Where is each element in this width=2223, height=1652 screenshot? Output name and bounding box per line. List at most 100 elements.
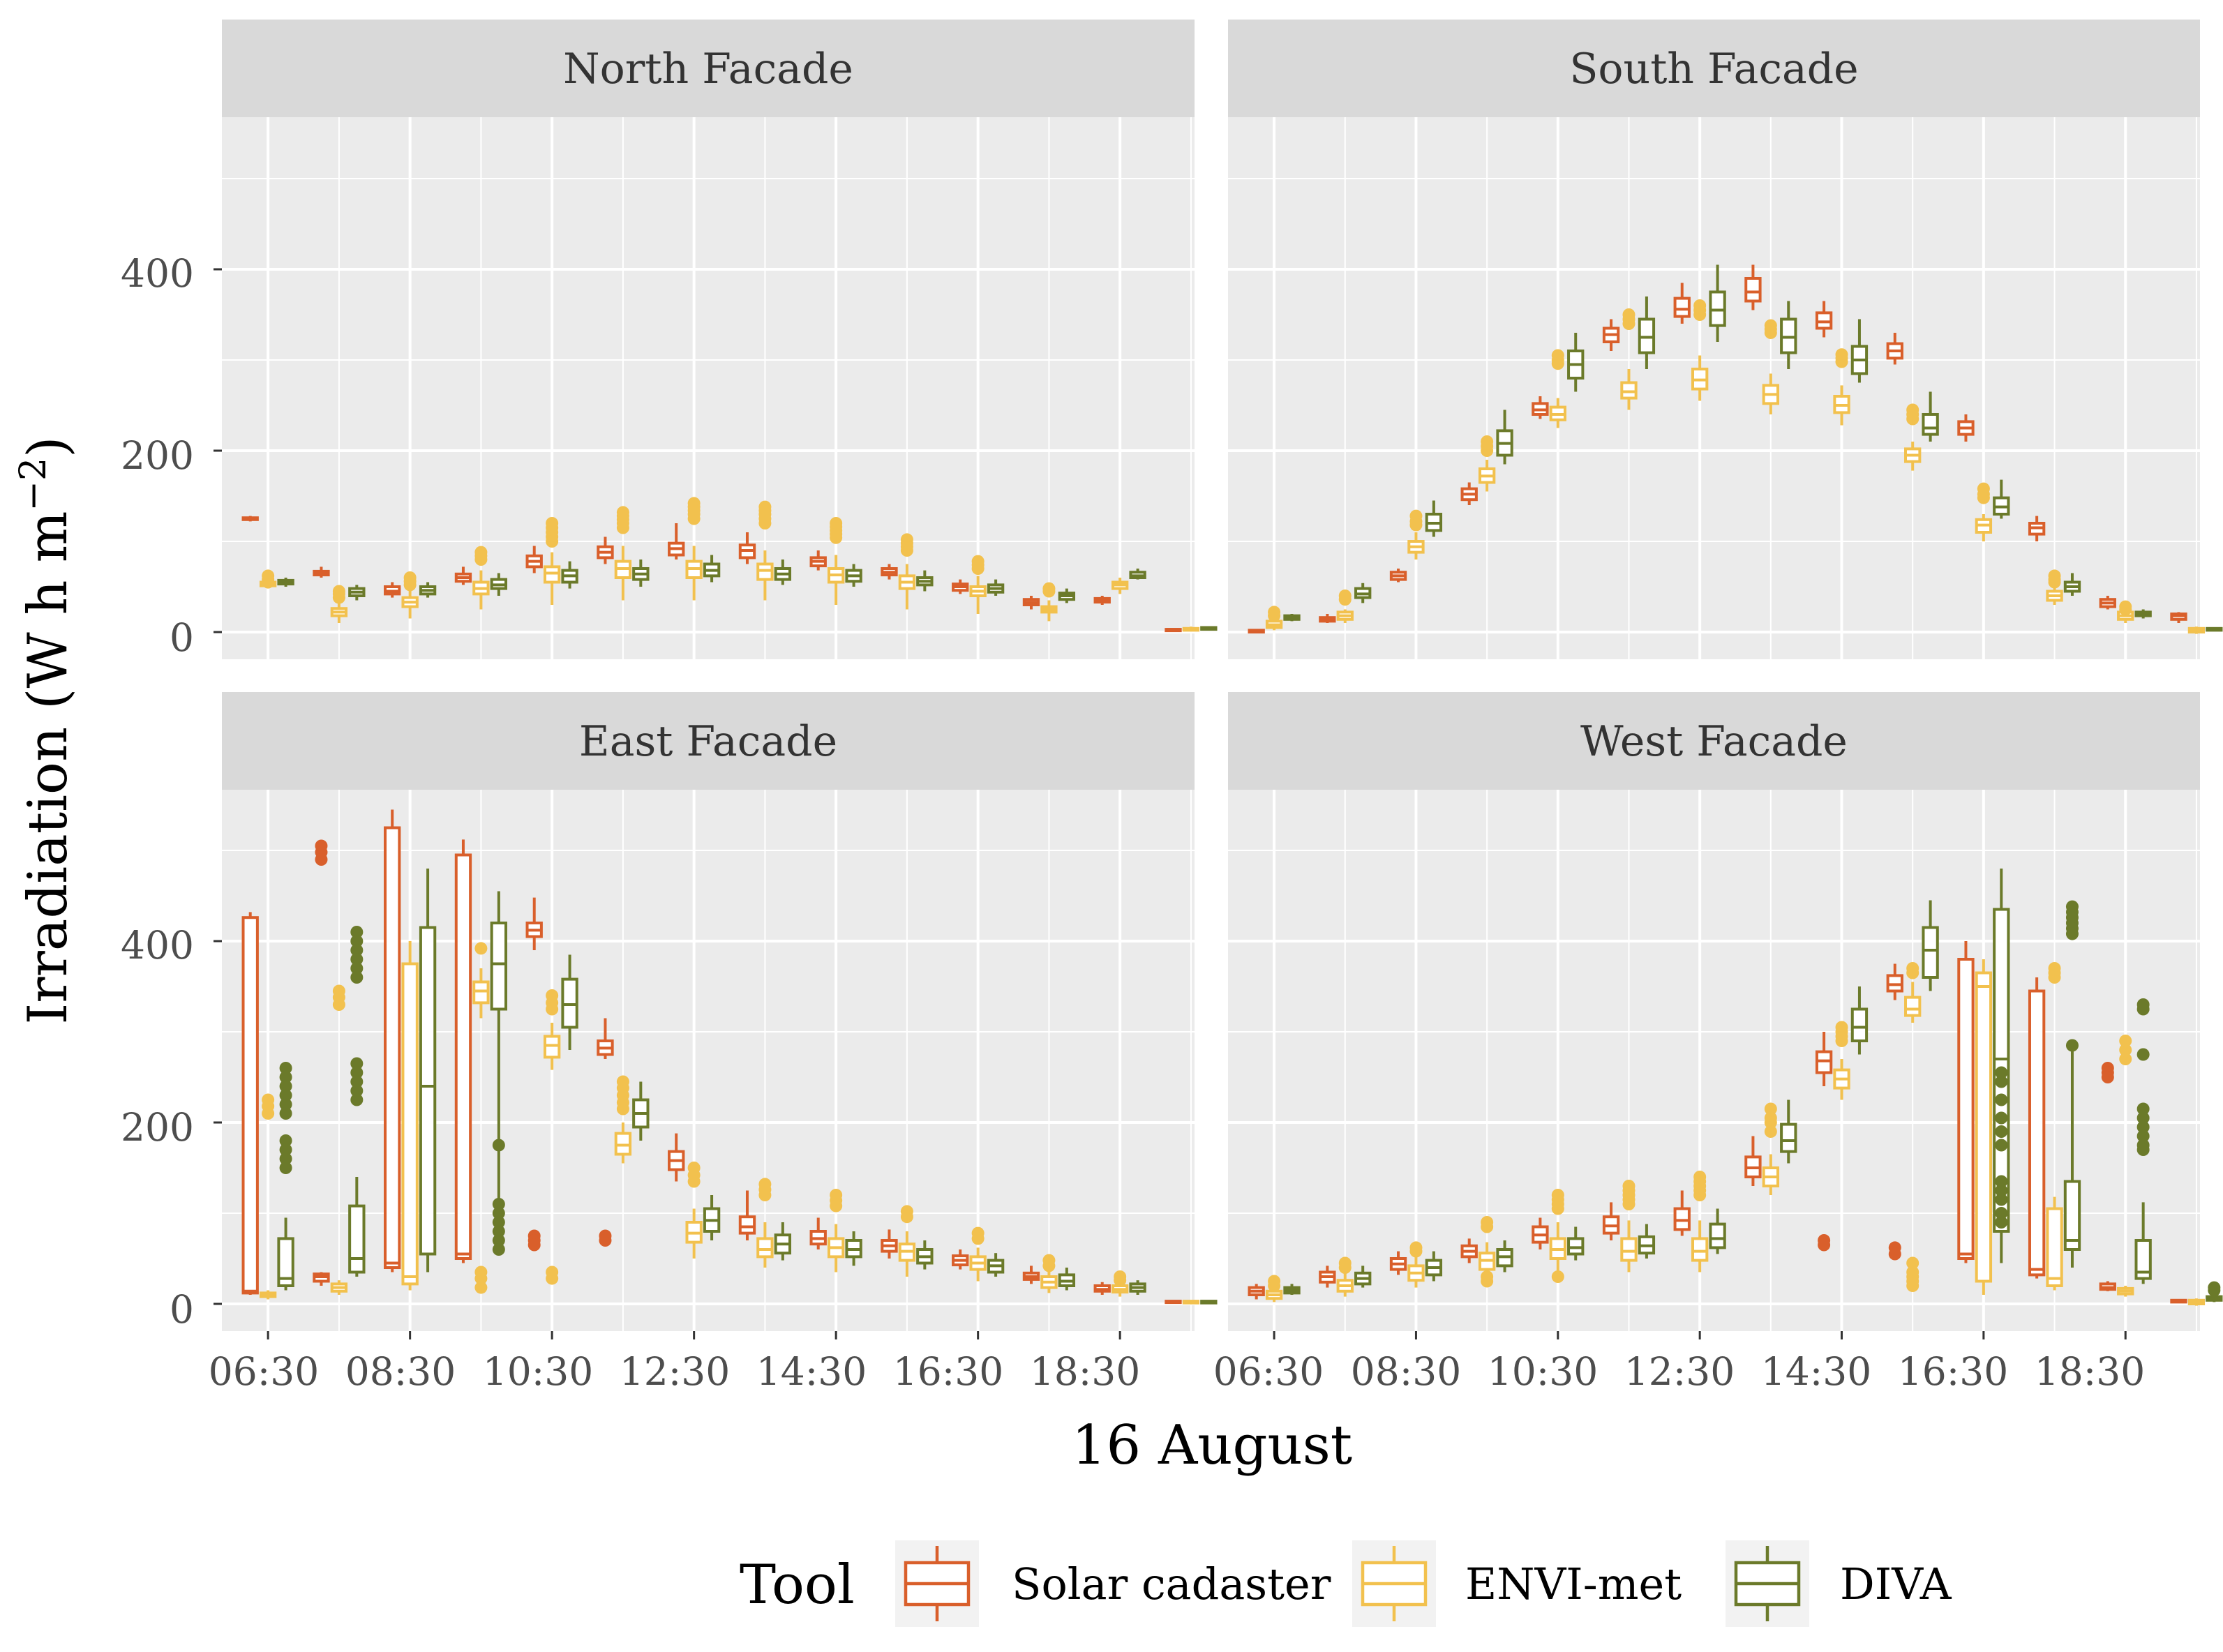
outlier-point [1888, 1247, 1901, 1261]
box-envi-met-1830 [2117, 600, 2134, 623]
outlier-point [1835, 355, 1848, 368]
outlier-point [492, 1139, 505, 1152]
box-body [1780, 1122, 1797, 1153]
box-diva-1530 [1922, 391, 1939, 442]
box-diva-1430 [1850, 319, 1869, 383]
box-envi-met-1430 [1833, 348, 1850, 426]
box-envi-met-0830 [1407, 509, 1425, 560]
box-solar-cadaster-0730 [313, 839, 330, 1286]
outlier-point [350, 944, 364, 956]
box-diva-1730 [1058, 1268, 1076, 1291]
outlier-point [758, 517, 772, 530]
outlier-point [492, 1225, 505, 1238]
box-envi-met-1730 [2046, 962, 2063, 1291]
outlier-point [2048, 576, 2061, 589]
box-body [2046, 1207, 2063, 1287]
box-diva-0930 [1496, 410, 1513, 465]
box-diva-1130 [632, 560, 650, 587]
outlier-point [1268, 609, 1281, 622]
box-diva-0630 [277, 578, 294, 587]
box-body [2063, 1180, 2081, 1251]
box-body [1904, 996, 1922, 1017]
box-solar-cadaster-1230 [668, 1133, 685, 1182]
legend-title: Tool [740, 1554, 855, 1616]
legend-label-diva: DIVA [1840, 1559, 1952, 1609]
outlier-point [900, 544, 913, 557]
outlier-point [279, 1098, 292, 1111]
outlier-point [2119, 603, 2132, 616]
box-envi-met-0630 [259, 569, 277, 589]
box-solar-cadaster-1630 [952, 1249, 969, 1270]
outlier-point [1409, 1245, 1423, 1258]
box-diva-1630 [1993, 479, 2010, 519]
box-solar-cadaster-0630 [1248, 629, 1265, 634]
box-body [401, 962, 419, 1286]
outlier-point [492, 1243, 505, 1256]
outlier-point [1995, 1184, 2008, 1197]
box-diva-1830 [1129, 569, 1146, 580]
box-solar-cadaster-1930 [2170, 1298, 2187, 1304]
box-body [1673, 296, 1691, 318]
box-envi-met-1930 [1182, 1300, 1200, 1305]
box-envi-met-1430 [1833, 1021, 1850, 1100]
outlier-point [971, 562, 985, 575]
box-solar-cadaster-1030 [525, 546, 543, 573]
box-envi-met-0730 [1336, 590, 1354, 623]
box-diva-0730 [1354, 1266, 1372, 1288]
box-diva-1130 [632, 1081, 650, 1141]
box-solar-cadaster-1130 [597, 1018, 614, 1247]
facet-panels: North Facade South Facade East Facade West … [214, 20, 2223, 1339]
box-diva-0630 [1283, 1284, 1301, 1295]
box-solar-cadaster-1530 [881, 564, 898, 580]
outlier-point [279, 1062, 292, 1074]
outlier-point [279, 1089, 292, 1102]
outlier-point [1995, 1093, 2008, 1106]
box-diva-1930 [2206, 1281, 2223, 1302]
outlier-point [1551, 357, 1564, 370]
box-diva-0730 [1354, 583, 1372, 603]
outlier-point [2136, 1120, 2150, 1134]
box-solar-cadaster-1730 [1022, 1266, 1040, 1284]
box-envi-met-1630 [1975, 959, 1993, 1295]
box-envi-met-1430 [827, 1189, 845, 1272]
outlier-point [350, 1075, 364, 1088]
outlier-point [332, 998, 345, 1011]
box-solar-cadaster-1230 [1673, 283, 1691, 324]
box-solar-cadaster-0930 [454, 566, 472, 585]
box-diva-1130 [1638, 296, 1656, 369]
box-envi-met-0930 [472, 942, 490, 1294]
legend-label-solar-cadaster: Solar cadaster [1012, 1559, 1331, 1609]
box-diva-1430 [845, 564, 862, 587]
box-solar-cadaster-1030 [1532, 1217, 1549, 1249]
panel-background [1228, 117, 2200, 659]
box-diva-0630 [277, 1062, 294, 1291]
box-solar-cadaster-1830 [1093, 1282, 1111, 1295]
outlier-point [1995, 1216, 2008, 1229]
box-solar-cadaster-1730 [1022, 596, 1040, 610]
x-tick-label-panel3-6: 18:30 [1030, 1349, 1141, 1394]
outlier-point [546, 1272, 559, 1285]
box-body [1922, 926, 1939, 979]
box-envi-met-1030 [543, 517, 561, 605]
outlier-point [1764, 1116, 1777, 1129]
outlier-point [279, 1080, 292, 1092]
outlier-point [830, 1199, 843, 1212]
box-envi-met-0830 [1407, 1241, 1425, 1288]
box-body [2028, 989, 2046, 1277]
outlier-point [350, 935, 364, 947]
outlier-point [527, 1238, 541, 1252]
y-tick-label-top-400: 400 [121, 251, 194, 296]
y-tick-label-bottom-0: 0 [170, 1287, 194, 1332]
box-solar-cadaster-0830 [1389, 569, 1407, 583]
box-envi-met-0630 [1265, 606, 1283, 631]
panel-west-facade: West Facade [1228, 692, 2223, 1339]
box-diva-1330 [1780, 1099, 1797, 1164]
box-envi-met-1230 [1691, 1171, 1709, 1272]
box-envi-met-1630 [1975, 482, 1993, 541]
box-diva-1230 [1709, 1208, 1726, 1254]
box-diva-1330 [1780, 301, 1797, 369]
box-solar-cadaster-1330 [1744, 264, 1762, 310]
outlier-point [1995, 1207, 2008, 1219]
x-axis-title: 16 August [1072, 1414, 1352, 1477]
box-envi-met-0730 [330, 585, 348, 623]
